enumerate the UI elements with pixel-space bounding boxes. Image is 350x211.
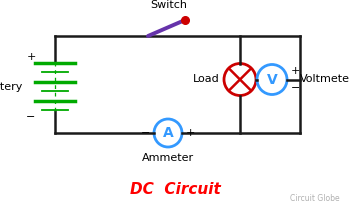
Text: V: V [267,73,277,87]
Text: Battery: Battery [0,82,23,92]
Text: +: + [186,128,195,138]
Text: +: + [291,65,300,76]
Text: Ammeter: Ammeter [142,153,194,163]
Text: Load: Load [193,74,220,84]
Text: Voltmeter: Voltmeter [300,74,350,84]
Text: Switch: Switch [150,0,187,10]
Text: DC  Circuit: DC Circuit [130,181,220,196]
Text: −: − [26,112,36,122]
Text: A: A [163,126,173,140]
Text: −: − [141,128,150,138]
Text: −: − [291,84,300,93]
Text: Circuit Globe: Circuit Globe [290,194,340,203]
Text: +: + [26,52,36,62]
